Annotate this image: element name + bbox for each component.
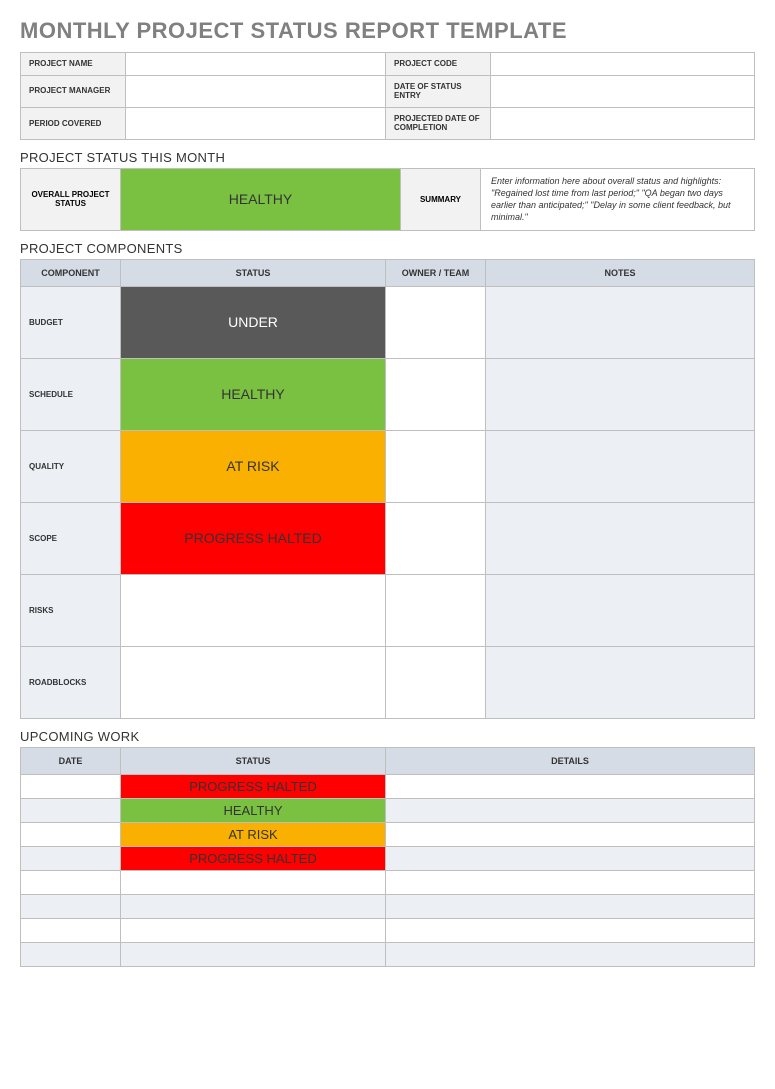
meta-label: PROJECT MANAGER xyxy=(21,75,126,107)
component-row-label: QUALITY xyxy=(21,430,121,502)
component-owner-cell[interactable] xyxy=(386,286,486,358)
page-title: MONTHLY PROJECT STATUS REPORT TEMPLATE xyxy=(20,18,755,44)
upcoming-status-cell[interactable] xyxy=(121,918,386,942)
components-column-header: OWNER / TEAM xyxy=(386,259,486,286)
component-owner-cell[interactable] xyxy=(386,430,486,502)
components-column-header: COMPONENT xyxy=(21,259,121,286)
component-status-cell[interactable] xyxy=(121,646,386,718)
upcoming-date-cell[interactable] xyxy=(21,918,121,942)
meta-value[interactable] xyxy=(491,107,755,139)
upcoming-status-cell[interactable]: AT RISK xyxy=(121,822,386,846)
upcoming-details-cell[interactable] xyxy=(386,846,755,870)
upcoming-status-cell[interactable] xyxy=(121,942,386,966)
component-notes-cell[interactable] xyxy=(486,286,755,358)
upcoming-status-cell[interactable]: PROGRESS HALTED xyxy=(121,774,386,798)
upcoming-date-cell[interactable] xyxy=(21,774,121,798)
upcoming-status-cell[interactable]: PROGRESS HALTED xyxy=(121,846,386,870)
upcoming-date-cell[interactable] xyxy=(21,798,121,822)
section-components-label: PROJECT COMPONENTS xyxy=(20,241,755,256)
upcoming-details-cell[interactable] xyxy=(386,798,755,822)
component-notes-cell[interactable] xyxy=(486,574,755,646)
upcoming-column-header: DETAILS xyxy=(386,747,755,774)
components-column-header: STATUS xyxy=(121,259,386,286)
upcoming-details-cell[interactable] xyxy=(386,918,755,942)
component-status-cell[interactable]: PROGRESS HALTED xyxy=(121,502,386,574)
upcoming-date-cell[interactable] xyxy=(21,942,121,966)
section-status-month-label: PROJECT STATUS THIS MONTH xyxy=(20,150,755,165)
component-notes-cell[interactable] xyxy=(486,358,755,430)
meta-value[interactable] xyxy=(126,53,386,76)
meta-label: DATE OF STATUS ENTRY xyxy=(386,75,491,107)
upcoming-column-header: STATUS xyxy=(121,747,386,774)
meta-value[interactable] xyxy=(126,75,386,107)
upcoming-column-header: DATE xyxy=(21,747,121,774)
component-status-cell[interactable]: HEALTHY xyxy=(121,358,386,430)
upcoming-details-cell[interactable] xyxy=(386,894,755,918)
meta-value[interactable] xyxy=(126,107,386,139)
components-column-header: NOTES xyxy=(486,259,755,286)
meta-label: PROJECTED DATE OF COMPLETION xyxy=(386,107,491,139)
meta-table: PROJECT NAME PROJECT CODE PROJECT MANAGER D… xyxy=(20,52,755,140)
overall-status-label: OVERALL PROJECT STATUS xyxy=(21,168,121,230)
summary-text: Enter information here about overall sta… xyxy=(481,168,755,230)
upcoming-status-cell[interactable] xyxy=(121,894,386,918)
section-upcoming-label: UPCOMING WORK xyxy=(20,729,755,744)
meta-value[interactable] xyxy=(491,53,755,76)
component-owner-cell[interactable] xyxy=(386,502,486,574)
component-row-label: SCOPE xyxy=(21,502,121,574)
upcoming-status-cell[interactable] xyxy=(121,870,386,894)
upcoming-date-cell[interactable] xyxy=(21,846,121,870)
upcoming-details-cell[interactable] xyxy=(386,870,755,894)
upcoming-status-cell[interactable]: HEALTHY xyxy=(121,798,386,822)
component-row-label: BUDGET xyxy=(21,286,121,358)
upcoming-date-cell[interactable] xyxy=(21,894,121,918)
meta-label: PROJECT CODE xyxy=(386,53,491,76)
component-row-label: SCHEDULE xyxy=(21,358,121,430)
component-status-cell[interactable] xyxy=(121,574,386,646)
upcoming-details-cell[interactable] xyxy=(386,822,755,846)
component-owner-cell[interactable] xyxy=(386,574,486,646)
upcoming-date-cell[interactable] xyxy=(21,822,121,846)
status-month-table: OVERALL PROJECT STATUS HEALTHY SUMMARY E… xyxy=(20,168,755,231)
component-status-cell[interactable]: UNDER xyxy=(121,286,386,358)
upcoming-details-cell[interactable] xyxy=(386,942,755,966)
component-owner-cell[interactable] xyxy=(386,358,486,430)
overall-status-value: HEALTHY xyxy=(121,168,401,230)
meta-value[interactable] xyxy=(491,75,755,107)
meta-label: PROJECT NAME xyxy=(21,53,126,76)
component-status-cell[interactable]: AT RISK xyxy=(121,430,386,502)
summary-label: SUMMARY xyxy=(401,168,481,230)
upcoming-table: DATESTATUSDETAILS PROGRESS HALTEDHEALTHY… xyxy=(20,747,755,967)
component-owner-cell[interactable] xyxy=(386,646,486,718)
component-notes-cell[interactable] xyxy=(486,502,755,574)
upcoming-details-cell[interactable] xyxy=(386,774,755,798)
upcoming-date-cell[interactable] xyxy=(21,870,121,894)
meta-label: PERIOD COVERED xyxy=(21,107,126,139)
component-row-label: ROADBLOCKS xyxy=(21,646,121,718)
component-row-label: RISKS xyxy=(21,574,121,646)
components-table: COMPONENTSTATUSOWNER / TEAMNOTES BUDGETU… xyxy=(20,259,755,719)
component-notes-cell[interactable] xyxy=(486,646,755,718)
component-notes-cell[interactable] xyxy=(486,430,755,502)
